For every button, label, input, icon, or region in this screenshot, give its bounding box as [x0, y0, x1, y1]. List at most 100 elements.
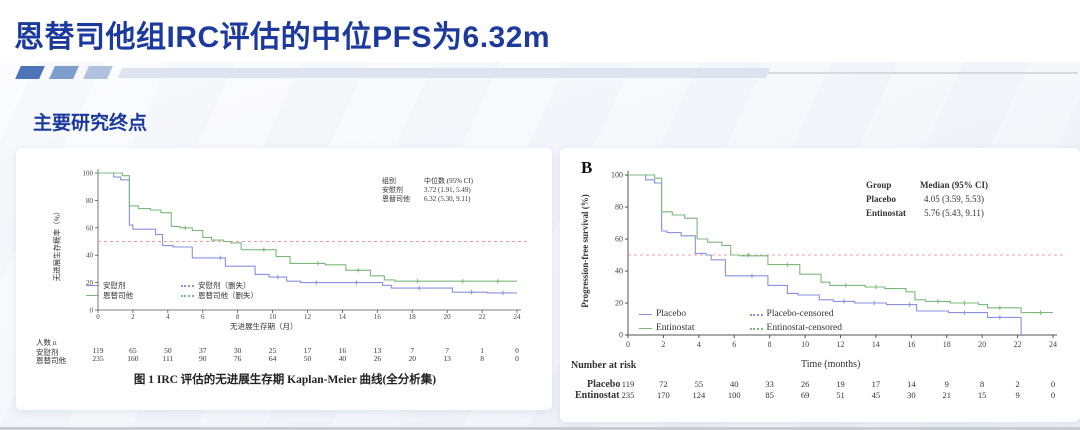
- svg-text:22: 22: [1014, 340, 1022, 349]
- stats-median-placebo: 3.72 (1.91, 5.49): [424, 186, 471, 194]
- y-axis-label-left: 无进展生存概率（%）: [52, 207, 62, 282]
- svg-text:20: 20: [978, 340, 986, 349]
- svg-text:8: 8: [480, 354, 484, 363]
- legend-label: Entinostat-censored: [766, 323, 842, 333]
- km-chart-right: 0 20 40 60 80 100 0 2 4 6 8 10 12 14 16 18 20 22 24 119 72 55…: [563, 152, 1078, 420]
- svg-text:17: 17: [304, 346, 312, 355]
- svg-text:2: 2: [661, 340, 665, 349]
- svg-text:24: 24: [1049, 340, 1057, 349]
- legend-item: 恩替司他: [86, 291, 133, 300]
- plot-legend-right: Placebo Entinostat Placebo-censored Enti…: [639, 308, 842, 335]
- section-subtitle: 主要研究终点: [33, 113, 148, 134]
- x-axis-label-left: 无进展生存期（月）: [230, 322, 298, 331]
- legend-item: Placebo: [639, 308, 695, 321]
- svg-text:60: 60: [86, 224, 94, 232]
- svg-text:24: 24: [514, 313, 522, 321]
- svg-text:40: 40: [730, 379, 739, 389]
- svg-text:40: 40: [615, 267, 623, 276]
- risk-table-header-right: Number at risk: [571, 360, 637, 371]
- legend-item: Placebo-censored: [749, 308, 842, 321]
- svg-text:6: 6: [732, 340, 736, 349]
- svg-text:160: 160: [127, 354, 138, 363]
- legend-label: 安慰剂: [103, 281, 126, 290]
- figure-caption: 图 1 IRC 评估的无进展生存期 Kaplan-Meier 曲线(全分析集): [133, 374, 437, 386]
- stats-group-entinostat: 恩替司他: [382, 195, 410, 203]
- svg-text:20: 20: [615, 299, 623, 308]
- figure-right-card: [560, 148, 1080, 422]
- stats-header-group: Group: [866, 180, 892, 190]
- risk-table-header-left: 人数 n: [36, 338, 57, 347]
- svg-text:26: 26: [374, 354, 382, 363]
- svg-text:26: 26: [801, 379, 810, 389]
- svg-text:65: 65: [129, 346, 137, 355]
- svg-text:7: 7: [410, 346, 414, 355]
- risk-row-label-placebo: 安慰剂: [36, 348, 59, 357]
- svg-text:10: 10: [801, 340, 809, 349]
- legend-label: Entinostat: [656, 323, 695, 333]
- svg-text:51: 51: [836, 390, 845, 400]
- svg-text:2: 2: [131, 313, 135, 321]
- svg-text:30: 30: [234, 346, 242, 355]
- svg-text:8: 8: [980, 379, 984, 389]
- legend-label: Placebo-censored: [766, 309, 834, 319]
- svg-text:18: 18: [409, 313, 417, 321]
- risk-row-label-entinostat: 恩替司他: [36, 356, 66, 365]
- svg-text:235: 235: [622, 390, 635, 400]
- svg-text:124: 124: [692, 390, 706, 400]
- legend-item: Entinostat-censored: [749, 322, 842, 335]
- svg-text:4: 4: [697, 340, 701, 349]
- stats-header-median: Median (95% CI): [920, 180, 989, 190]
- svg-text:90: 90: [199, 354, 207, 363]
- svg-text:100: 100: [611, 171, 623, 180]
- stats-group-entinostat: Entinostat: [866, 208, 907, 218]
- legend-item: 安慰剂（删失）: [181, 281, 258, 290]
- svg-text:18: 18: [943, 340, 951, 349]
- svg-text:100: 100: [728, 390, 741, 400]
- svg-text:40: 40: [86, 252, 94, 260]
- svg-text:13: 13: [374, 346, 382, 355]
- svg-text:13: 13: [443, 354, 451, 363]
- svg-text:12: 12: [304, 313, 312, 321]
- slide-header: 恩替司他组IRC评估的中位PFS为6.32m: [0, 0, 1080, 62]
- decoration-square-light: [83, 66, 113, 79]
- svg-text:50: 50: [304, 354, 312, 363]
- svg-text:60: 60: [615, 235, 623, 244]
- svg-text:0: 0: [515, 354, 519, 363]
- svg-text:1: 1: [480, 346, 484, 355]
- svg-text:30: 30: [907, 390, 916, 400]
- stats-header-group: 组别: [382, 177, 396, 185]
- svg-text:37: 37: [199, 346, 207, 355]
- legend-item: 恩替司他（删失）: [181, 291, 258, 300]
- svg-text:45: 45: [872, 390, 881, 400]
- title-underline-decoration: [0, 66, 1080, 80]
- svg-text:16: 16: [374, 313, 382, 321]
- svg-text:69: 69: [801, 390, 810, 400]
- svg-text:33: 33: [765, 379, 774, 389]
- decoration-line: [768, 72, 1078, 74]
- median-stats-box-right: Group Median (95% CI) Placebo 4.05 (3.59…: [866, 178, 988, 220]
- svg-text:64: 64: [269, 354, 277, 363]
- svg-text:0: 0: [1051, 379, 1055, 389]
- legend-label: 恩替司他: [103, 291, 133, 300]
- svg-text:25: 25: [269, 346, 277, 355]
- stats-median-entinostat: 5.76 (5.43, 9.11): [924, 208, 984, 218]
- x-axis-label-right: Time (months): [801, 359, 861, 370]
- median-stats-box-left: 组别 中位数 (95% CI) 安慰剂 3.72 (1.91, 5.49) 恩替…: [382, 177, 473, 204]
- legend-label: 恩替司他（删失）: [198, 291, 258, 300]
- svg-text:119: 119: [93, 346, 104, 355]
- legend-label: 安慰剂（删失）: [198, 281, 251, 290]
- svg-text:0: 0: [90, 307, 94, 315]
- page-title: 恩替司他组IRC评估的中位PFS为6.32m: [14, 21, 551, 54]
- svg-text:119: 119: [622, 379, 634, 389]
- figure-left-card: [16, 148, 552, 410]
- svg-text:14: 14: [872, 340, 880, 349]
- svg-text:40: 40: [339, 354, 347, 363]
- legend-label: Placebo: [656, 309, 687, 319]
- svg-text:16: 16: [907, 340, 915, 349]
- svg-text:19: 19: [836, 379, 845, 389]
- svg-text:80: 80: [86, 197, 94, 205]
- decoration-square-medium: [49, 66, 79, 79]
- decoration-square-dark: [15, 66, 45, 79]
